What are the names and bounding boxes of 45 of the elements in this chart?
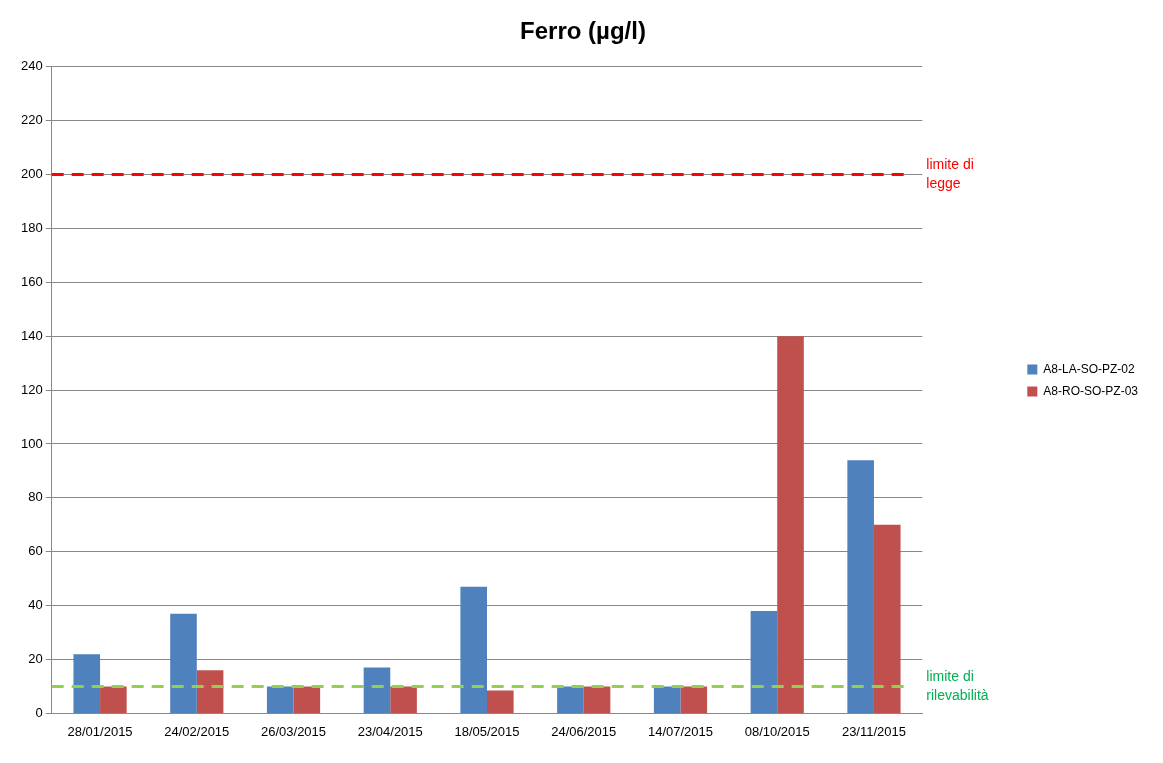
bar <box>100 686 127 713</box>
bar <box>680 686 708 713</box>
bar <box>777 336 804 713</box>
bar <box>73 654 101 713</box>
bar <box>390 686 417 713</box>
bar <box>266 686 294 713</box>
y-tick-label: 220 <box>20 112 43 128</box>
y-tick-label: 40 <box>28 597 43 613</box>
y-tick-label: 180 <box>20 220 43 236</box>
bar <box>363 667 391 713</box>
bar <box>460 586 487 713</box>
x-tick-label: 24/02/2015 <box>164 723 230 739</box>
bar <box>847 460 874 713</box>
legend-label: A8-RO-SO-PZ-03 <box>1043 383 1139 398</box>
y-tick-label: 100 <box>20 435 43 451</box>
y-tick-label: 60 <box>28 543 43 559</box>
y-tick-label: 240 <box>20 58 43 74</box>
bar <box>583 686 611 713</box>
bar <box>873 524 901 713</box>
x-tick-label: 18/05/2015 <box>454 723 520 739</box>
x-tick-label: 26/03/2015 <box>260 723 327 739</box>
bar <box>196 670 224 713</box>
bar <box>653 686 681 713</box>
bar <box>557 686 584 713</box>
bar <box>170 613 197 713</box>
x-tick-label: 08/10/2015 <box>744 723 810 739</box>
ref-line-label: limite di rilevabilità <box>926 667 989 703</box>
x-tick-label: 23/11/2015 <box>841 723 906 739</box>
y-tick-label: 0 <box>35 704 43 720</box>
x-tick-label: 24/06/2015 <box>551 723 617 739</box>
ref-line-label: limite di legge <box>926 155 974 191</box>
x-tick-label: 14/07/2015 <box>647 723 714 739</box>
y-tick-label: 200 <box>20 166 43 182</box>
bar <box>293 686 321 713</box>
y-tick-label: 140 <box>20 327 43 343</box>
y-tick-label: 80 <box>28 489 43 505</box>
y-tick-label: 120 <box>20 381 43 397</box>
bar <box>487 690 514 713</box>
legend-label: A8-LA-SO-PZ-02 <box>1043 361 1135 376</box>
bar <box>750 611 778 713</box>
y-tick-label: 160 <box>20 273 43 289</box>
x-tick-label: 23/04/2015 <box>357 723 423 739</box>
x-tick-label: 28/01/2015 <box>67 723 133 739</box>
chart-title: Ferro (µg/l) <box>520 17 646 45</box>
y-tick-label: 20 <box>28 651 43 667</box>
